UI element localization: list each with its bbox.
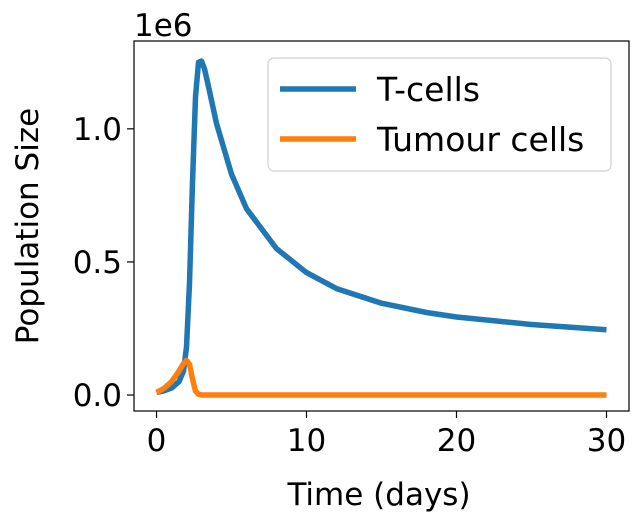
ticks-layer: 0 10 20 30 0.0 0.5 1.0 (73, 112, 627, 459)
y-offset-label: 1e6 (134, 8, 193, 44)
y-tick-label: 0.5 (73, 245, 122, 281)
series-line-t-cells (155, 58, 607, 396)
legend: T-cells Tumour cells (267, 57, 612, 172)
x-tick-label: 20 (437, 423, 476, 459)
legend-label-tumour-cells: Tumour cells (376, 120, 584, 159)
series-layer (155, 58, 607, 398)
axes-frame (133, 40, 630, 412)
y-tick-label: 1.0 (73, 112, 122, 148)
y-tick-label: 0.0 (73, 378, 122, 414)
legend-label-t-cells: T-cells (376, 70, 480, 109)
plot-area (133, 40, 630, 412)
x-tick-label: 30 (587, 423, 626, 459)
x-tick-label: 10 (287, 423, 326, 459)
series-line-tumour-cells (155, 357, 607, 398)
x-axis-label: Time (days) (286, 477, 470, 513)
y-axis-label: Population Size (10, 108, 46, 344)
x-tick-label: 0 (147, 423, 167, 459)
